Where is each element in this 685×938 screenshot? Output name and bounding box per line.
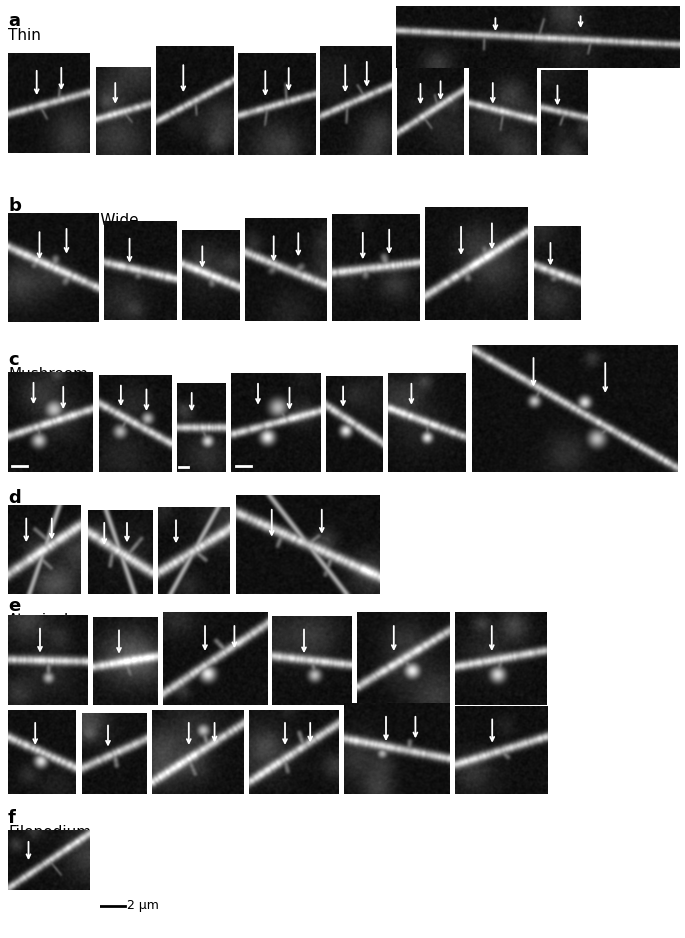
Text: Stubby and Wide: Stubby and Wide xyxy=(8,213,138,228)
Text: f: f xyxy=(8,809,16,827)
Text: Atypical: Atypical xyxy=(8,613,69,628)
Text: e: e xyxy=(8,598,21,615)
Text: a: a xyxy=(8,12,20,30)
Text: Mushroom: Mushroom xyxy=(8,367,88,382)
Text: d: d xyxy=(8,490,21,507)
Text: b: b xyxy=(8,197,21,216)
Text: c: c xyxy=(8,352,18,370)
Text: Thin: Thin xyxy=(8,28,41,43)
Text: Ramified: Ramified xyxy=(8,505,75,520)
Text: 2 μm: 2 μm xyxy=(127,900,159,913)
Text: Filopodium: Filopodium xyxy=(8,825,91,840)
